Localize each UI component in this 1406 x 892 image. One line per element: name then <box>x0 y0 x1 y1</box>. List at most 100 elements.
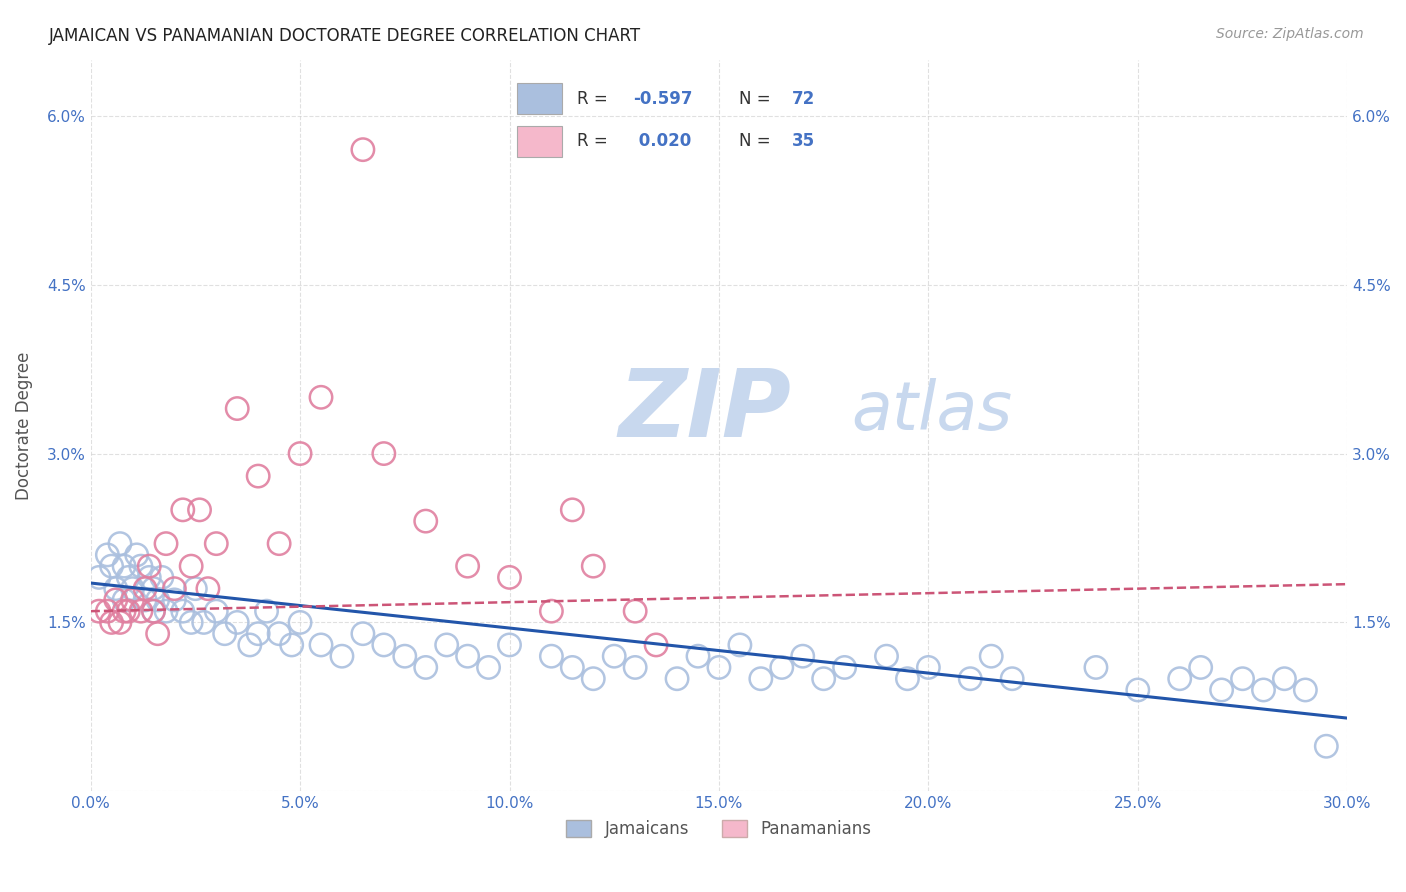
Point <box>172 604 194 618</box>
Point <box>129 604 152 618</box>
Point <box>959 672 981 686</box>
Point <box>226 401 249 416</box>
Point <box>121 582 143 596</box>
Point <box>134 593 156 607</box>
Point <box>686 649 709 664</box>
Point <box>1189 660 1212 674</box>
Point <box>603 649 626 664</box>
Point <box>205 604 228 618</box>
Point <box>197 582 219 596</box>
Point <box>138 570 160 584</box>
Point <box>1168 672 1191 686</box>
Point <box>247 469 270 483</box>
Point <box>155 536 177 550</box>
Point <box>415 514 437 528</box>
Point <box>498 638 520 652</box>
Point <box>214 626 236 640</box>
Point <box>1315 739 1337 754</box>
Point <box>436 638 458 652</box>
Point <box>1126 683 1149 698</box>
Point <box>134 582 156 596</box>
Point <box>1274 672 1296 686</box>
Point <box>280 638 302 652</box>
Point <box>1232 672 1254 686</box>
Point <box>247 626 270 640</box>
Point <box>1211 683 1233 698</box>
Point <box>112 559 135 574</box>
Point <box>896 672 918 686</box>
Text: ZIP: ZIP <box>619 365 792 457</box>
Point <box>256 604 278 618</box>
Point <box>269 626 291 640</box>
Point <box>150 570 173 584</box>
Point <box>142 582 165 596</box>
Point <box>163 593 186 607</box>
Point <box>980 649 1002 664</box>
Point <box>1294 683 1316 698</box>
Point <box>876 649 898 664</box>
Point <box>394 649 416 664</box>
Point <box>108 536 131 550</box>
Point <box>87 604 110 618</box>
Point <box>498 570 520 584</box>
Point <box>540 649 562 664</box>
Point <box>184 582 207 596</box>
Point <box>104 593 127 607</box>
Point <box>645 638 668 652</box>
Y-axis label: Doctorate Degree: Doctorate Degree <box>15 351 32 500</box>
Point <box>142 604 165 618</box>
Point <box>172 503 194 517</box>
Point <box>309 390 332 404</box>
Point <box>917 660 939 674</box>
Point <box>129 559 152 574</box>
Point <box>146 626 169 640</box>
Point <box>666 672 689 686</box>
Point <box>457 559 479 574</box>
Point <box>100 559 122 574</box>
Point <box>415 660 437 674</box>
Point <box>163 582 186 596</box>
Point <box>477 660 499 674</box>
Point <box>352 143 374 157</box>
Point <box>624 660 647 674</box>
Point <box>373 446 395 460</box>
Point <box>108 615 131 630</box>
Point <box>582 672 605 686</box>
Point <box>112 593 135 607</box>
Text: atlas: atlas <box>851 378 1012 444</box>
Point <box>770 660 793 674</box>
Point <box>561 503 583 517</box>
Point <box>330 649 353 664</box>
Point <box>1084 660 1107 674</box>
Point <box>834 660 856 674</box>
Point <box>87 570 110 584</box>
Point <box>352 626 374 640</box>
Point <box>121 593 143 607</box>
Point <box>813 672 835 686</box>
Point <box>180 615 202 630</box>
Point <box>239 638 262 652</box>
Point <box>155 604 177 618</box>
Point <box>146 593 169 607</box>
Point <box>117 604 139 618</box>
Point <box>288 615 311 630</box>
Point <box>1001 672 1024 686</box>
Point <box>100 615 122 630</box>
Text: Source: ZipAtlas.com: Source: ZipAtlas.com <box>1216 27 1364 41</box>
Point <box>112 604 135 618</box>
Point <box>309 638 332 652</box>
Point <box>138 559 160 574</box>
Text: JAMAICAN VS PANAMANIAN DOCTORATE DEGREE CORRELATION CHART: JAMAICAN VS PANAMANIAN DOCTORATE DEGREE … <box>49 27 641 45</box>
Point <box>188 503 211 517</box>
Point <box>125 548 148 562</box>
Point <box>707 660 730 674</box>
Point <box>269 536 291 550</box>
Point <box>1253 683 1275 698</box>
Legend: Jamaicans, Panamanians: Jamaicans, Panamanians <box>560 814 879 845</box>
Point <box>205 536 228 550</box>
Point <box>180 559 202 574</box>
Point <box>288 446 311 460</box>
Point <box>792 649 814 664</box>
Point <box>193 615 215 630</box>
Point <box>624 604 647 618</box>
